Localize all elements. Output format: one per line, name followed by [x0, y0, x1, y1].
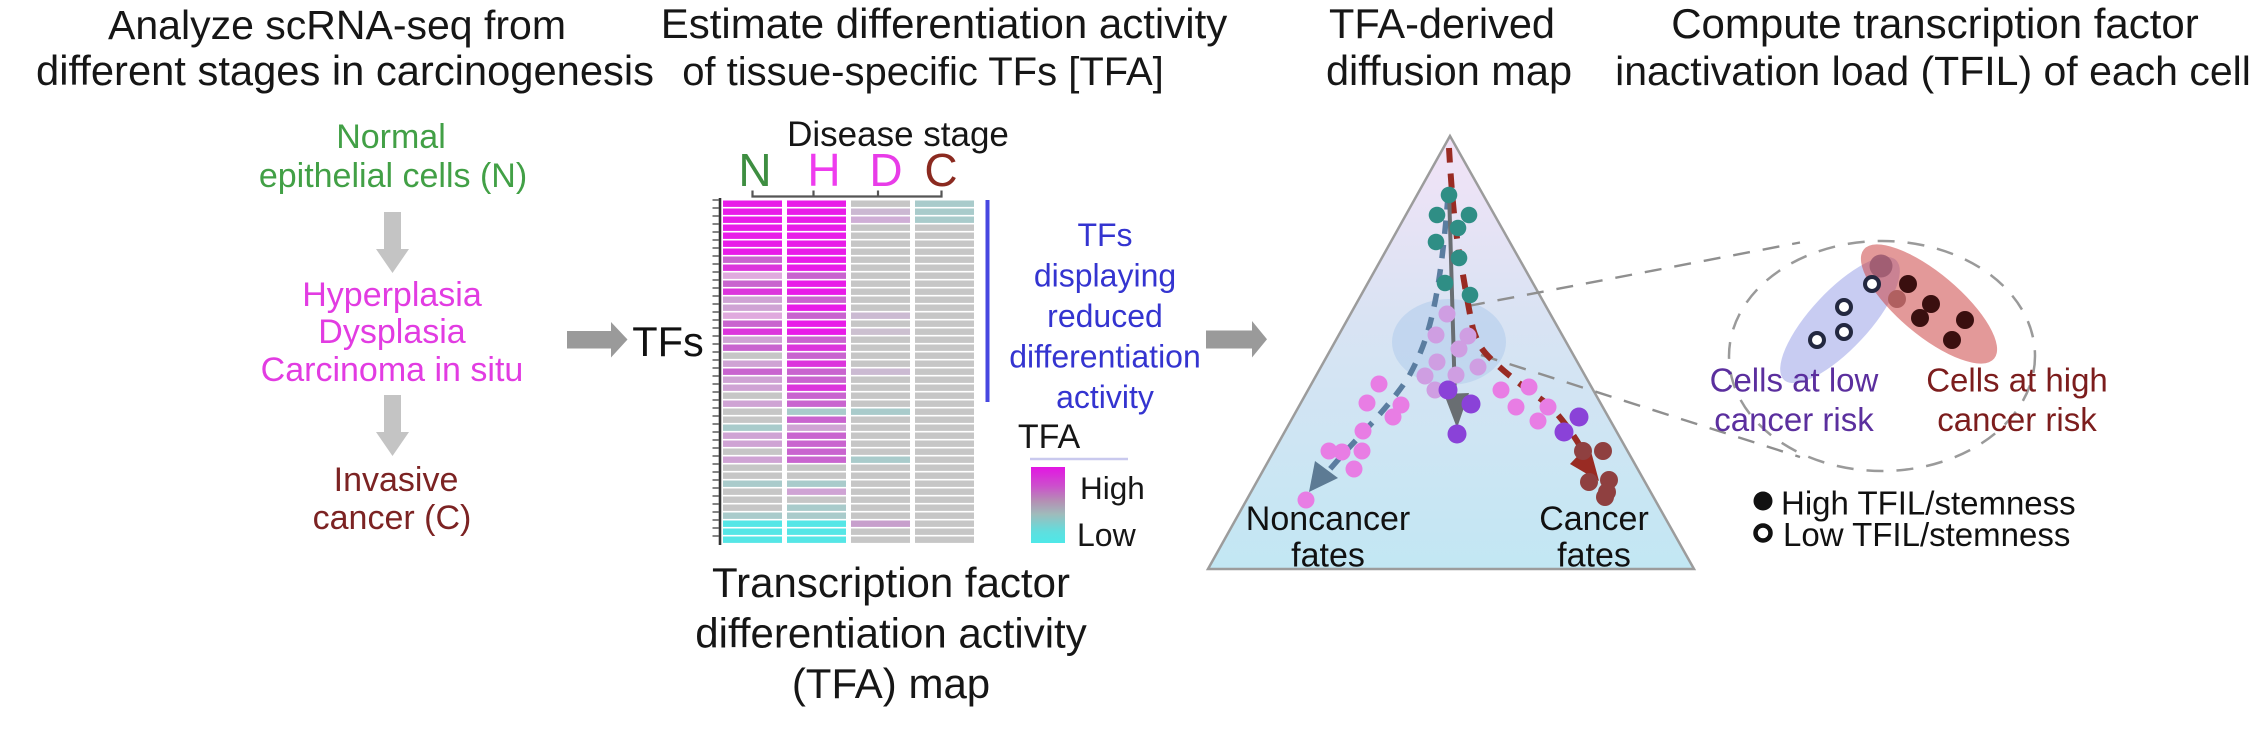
svg-text:TFs: TFs	[632, 318, 703, 365]
svg-text:cancer (C): cancer (C)	[313, 499, 472, 537]
svg-text:Transcription factor: Transcription factor	[712, 559, 1070, 606]
svg-text:Cells at low: Cells at low	[1710, 362, 1879, 399]
svg-text:cancer risk: cancer risk	[1714, 401, 1874, 438]
svg-text:Invasive: Invasive	[334, 461, 459, 499]
svg-text:reduced: reduced	[1047, 298, 1163, 334]
svg-text:differentiation: differentiation	[1009, 339, 1201, 375]
svg-text:TFA: TFA	[1018, 418, 1081, 456]
svg-text:Cancer: Cancer	[1539, 500, 1649, 538]
svg-text:H: H	[807, 144, 840, 196]
svg-text:Dysplasia: Dysplasia	[318, 313, 465, 351]
svg-text:of tissue-specific TFs [TFA]: of tissue-specific TFs [TFA]	[682, 50, 1164, 94]
svg-text:fates: fates	[1291, 537, 1365, 575]
svg-text:diffusion map: diffusion map	[1326, 47, 1572, 94]
svg-text:differentiation activity: differentiation activity	[695, 610, 1086, 657]
svg-text:Estimate differentiation activ: Estimate differentiation activity	[661, 0, 1228, 47]
svg-text:Hyperplasia: Hyperplasia	[302, 276, 482, 314]
svg-text:Noncancer: Noncancer	[1246, 500, 1410, 538]
svg-text:N: N	[738, 144, 771, 196]
svg-text:cancer risk: cancer risk	[1937, 401, 2097, 438]
svg-text:epithelial cells (N): epithelial cells (N)	[259, 157, 527, 195]
svg-text:C: C	[924, 144, 957, 196]
svg-text:Disease stage: Disease stage	[787, 115, 1009, 154]
svg-text:(TFA) map: (TFA) map	[792, 660, 990, 707]
svg-text:High TFIL/stemness: High TFIL/stemness	[1781, 485, 2076, 522]
svg-text:fates: fates	[1557, 537, 1631, 575]
svg-text:TFA-derived: TFA-derived	[1329, 0, 1555, 47]
svg-text:inactivation load (TFIL) of ea: inactivation load (TFIL) of each cell	[1615, 48, 2251, 94]
svg-text:D: D	[869, 144, 902, 196]
svg-text:activity: activity	[1056, 379, 1154, 415]
svg-text:High: High	[1080, 470, 1145, 506]
svg-text:Carcinoma in situ: Carcinoma in situ	[261, 351, 524, 389]
svg-text:Cells at high: Cells at high	[1926, 362, 2108, 399]
svg-text:different stages in carcinogen: different stages in carcinogenesis	[36, 47, 654, 94]
svg-text:TFs: TFs	[1077, 217, 1132, 253]
svg-text:Analyze scRNA-seq from: Analyze scRNA-seq from	[108, 2, 566, 48]
svg-text:Low: Low	[1077, 517, 1137, 553]
svg-text:Low TFIL/stemness: Low TFIL/stemness	[1783, 516, 2070, 553]
svg-text:displaying: displaying	[1034, 258, 1176, 294]
svg-text:Normal: Normal	[336, 118, 446, 156]
svg-text:Compute transcription factor: Compute transcription factor	[1671, 0, 2199, 47]
